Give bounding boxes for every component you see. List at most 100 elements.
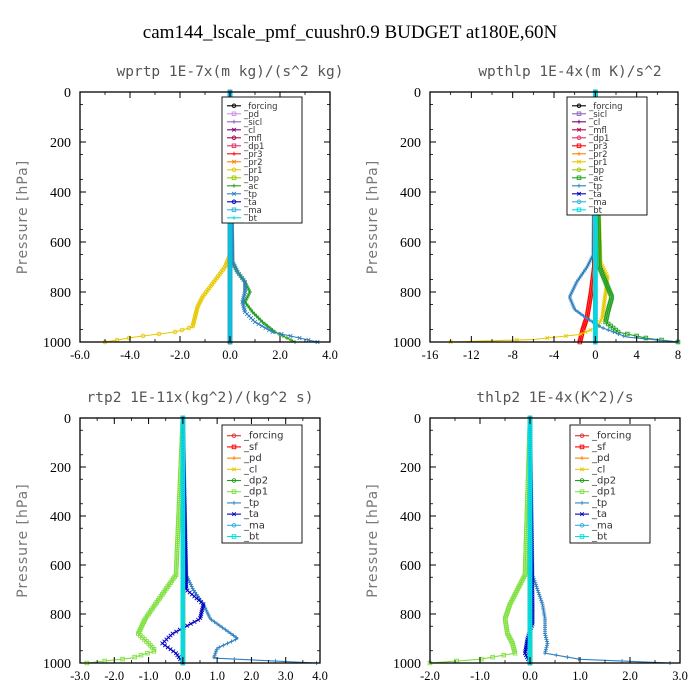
data-marker <box>231 191 237 196</box>
data-marker <box>232 151 236 156</box>
legend: _forcing_sicl_cl_mfl_dp1_pr3_pr2_pr1_bp_… <box>566 96 648 216</box>
data-marker <box>252 319 258 325</box>
data-marker <box>187 580 192 585</box>
data-marker <box>231 199 237 205</box>
legend-label: _pr2 <box>243 158 263 168</box>
legend-item: _pr3 <box>227 150 263 160</box>
data-marker <box>194 305 200 311</box>
x-tick-label: -4 <box>549 348 560 362</box>
legend-label: _bp <box>243 174 259 184</box>
chart-panel-3: rtp2 1E-11x(kg^2)/(kg^2 s)Pressure [hPa]… <box>15 390 328 683</box>
y-tick-label: 200 <box>50 136 71 151</box>
x-tick-label: -2.0 <box>170 348 190 362</box>
data-marker <box>204 608 209 613</box>
y-tick-label: 400 <box>400 186 421 201</box>
data-marker <box>270 329 275 335</box>
data-marker <box>256 316 261 320</box>
legend-item: _ac <box>227 182 258 192</box>
data-marker <box>126 335 132 341</box>
y-tick-label: 800 <box>400 286 421 301</box>
data-marker <box>195 303 201 309</box>
data-marker <box>231 143 237 149</box>
data-marker <box>190 323 195 329</box>
x-tick-label: 4.0 <box>322 348 338 362</box>
data-marker <box>232 215 236 220</box>
data-marker <box>179 327 185 333</box>
series-markers-pr1 <box>102 89 233 345</box>
data-marker <box>571 304 576 308</box>
x-tick-label: -12 <box>463 348 480 362</box>
x-tick-label: 4 <box>634 348 641 362</box>
data-marker <box>196 617 201 622</box>
legend-item: _forcing <box>227 102 278 112</box>
legend-label: _bt <box>243 214 258 224</box>
y-axis-label: Pressure [hPa] <box>15 160 31 274</box>
data-marker <box>205 610 210 615</box>
data-marker <box>212 653 217 658</box>
data-marker <box>263 325 268 331</box>
data-marker <box>172 329 178 335</box>
data-marker <box>225 641 230 646</box>
y-tick-label: 200 <box>400 136 421 151</box>
x-tick-label: -4.0 <box>120 348 140 362</box>
series-line-dp1 <box>86 417 184 664</box>
series-markers-dp1 <box>84 415 186 666</box>
legend-item: _pd <box>227 110 259 120</box>
data-marker <box>270 328 275 332</box>
data-marker <box>569 300 574 304</box>
legend-label: _ma <box>243 206 262 216</box>
data-marker <box>265 324 270 328</box>
x-tick-label: 0 <box>592 348 598 362</box>
data-marker <box>306 337 311 343</box>
data-marker <box>254 314 259 318</box>
legend-item: _sicl <box>227 118 262 128</box>
data-marker <box>231 135 237 141</box>
data-marker <box>279 331 284 337</box>
data-marker <box>258 318 263 322</box>
data-marker <box>285 336 289 340</box>
data-marker <box>193 311 198 317</box>
legend-item: _dp1 <box>227 142 264 152</box>
legend-label: _bt <box>588 206 603 216</box>
y-tick-label: 600 <box>50 236 71 251</box>
data-marker <box>217 645 222 650</box>
data-marker <box>231 103 237 109</box>
data-marker <box>206 613 211 618</box>
data-marker <box>252 312 257 316</box>
legend-label: _mfl <box>243 134 262 144</box>
x-tick-label: 2.0 <box>272 348 288 362</box>
data-marker <box>221 643 226 648</box>
x-tick-label: -6.0 <box>70 348 90 362</box>
chart-panel-1: wprtp 1E-7x(m kg)/(s^2 kg)Pressure [hPa]… <box>15 64 343 362</box>
data-marker <box>611 330 616 334</box>
data-marker <box>194 307 199 313</box>
data-marker <box>231 127 237 132</box>
data-marker <box>231 207 237 213</box>
x-tick-label: -16 <box>422 348 439 362</box>
data-marker <box>192 619 197 624</box>
y-tick-label: 1000 <box>43 336 71 351</box>
y-tick-label: 1000 <box>393 336 421 351</box>
legend-label: _cl <box>243 126 255 136</box>
data-marker <box>259 323 265 329</box>
data-marker <box>188 582 193 587</box>
data-marker <box>231 175 237 181</box>
data-marker <box>190 321 196 327</box>
data-marker <box>256 321 261 327</box>
y-tick-label: 600 <box>400 236 421 251</box>
data-marker <box>297 335 302 341</box>
x-tick-label: 8 <box>675 348 681 362</box>
legend-label: _ta <box>243 198 257 208</box>
legend-item: _bt <box>227 214 258 224</box>
data-marker <box>188 621 193 626</box>
legend-label: _pr1 <box>243 166 263 176</box>
data-marker <box>606 328 611 332</box>
panel-title: wpthlp 1E-4x(m K)/s^2 <box>478 64 661 80</box>
data-marker <box>185 623 190 628</box>
data-marker <box>250 310 255 314</box>
data-marker <box>192 315 197 321</box>
legend-item: _mfl <box>227 134 262 144</box>
data-marker <box>232 119 236 124</box>
